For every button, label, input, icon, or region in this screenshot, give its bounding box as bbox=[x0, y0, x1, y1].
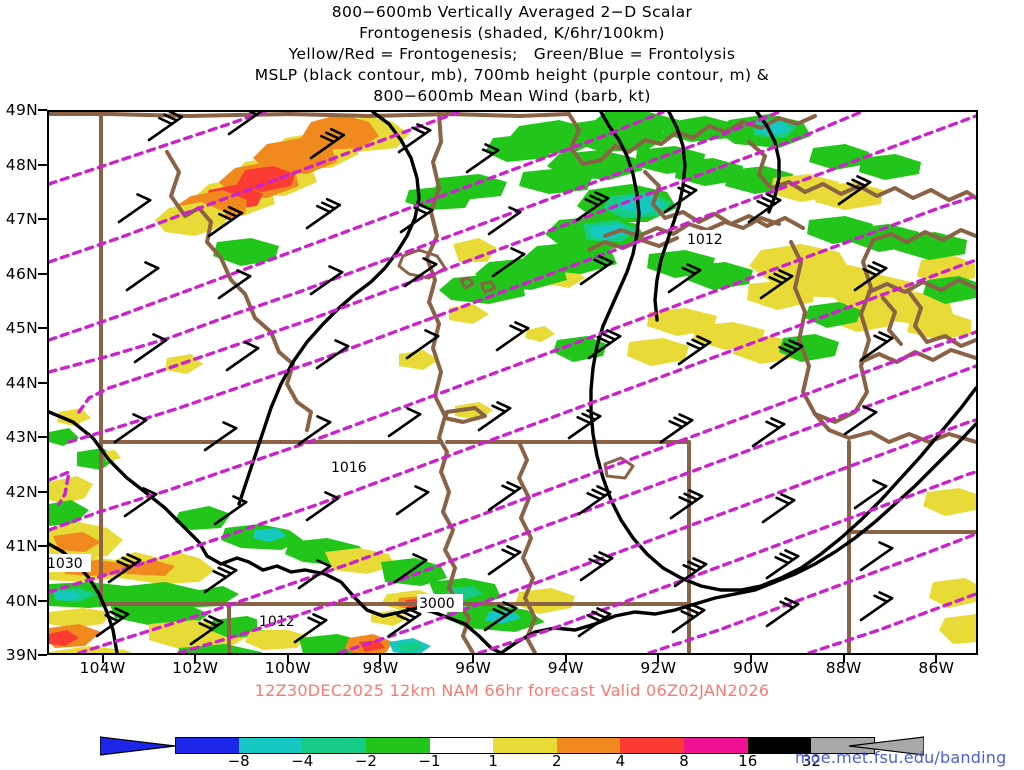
colorbar-segment bbox=[175, 737, 239, 754]
y-axis-label: 41N bbox=[5, 537, 38, 555]
colorbar-segment bbox=[238, 737, 303, 754]
colorbar-tick-label: −4 bbox=[291, 752, 314, 770]
x-axis-tick bbox=[379, 655, 382, 663]
colorbar-tick-label: −2 bbox=[354, 752, 377, 770]
svg-text:1016: 1016 bbox=[331, 460, 367, 476]
y-axis-label: 40N bbox=[5, 591, 38, 610]
colorbar-max-arrow bbox=[848, 736, 924, 756]
y-axis-tick bbox=[38, 654, 47, 656]
y-axis-tick bbox=[38, 272, 47, 275]
colorbar-tick-label: 4 bbox=[615, 752, 626, 770]
height-contour-labels: 3000 bbox=[417, 594, 463, 612]
x-axis-label: 98W bbox=[362, 659, 399, 677]
colorbar-min-arrow bbox=[100, 736, 176, 756]
title-line-5: 800−600mb Mean Wind (barb, kt) bbox=[373, 87, 651, 105]
colorbar-tick-label: 32 bbox=[801, 752, 821, 770]
colorbar-segment bbox=[811, 737, 875, 754]
title-line-2: Frontogenesis (shaded, K/6hr/100km) bbox=[359, 24, 665, 42]
map-plot-area[interactable]: 1030 1016 1012 1012 bbox=[47, 110, 978, 655]
y-axis-tick bbox=[38, 327, 47, 329]
x-axis-tick bbox=[842, 655, 845, 663]
colorbar-arrows bbox=[100, 736, 924, 756]
colorbar-tick-label: −1 bbox=[418, 752, 441, 770]
title-line-1: 800−600mb Vertically Averaged 2−D Scalar bbox=[331, 3, 693, 21]
y-axis-label: 43N bbox=[5, 428, 38, 446]
chart-title: 800−600mb Vertically Averaged 2−D Scalar… bbox=[0, 2, 1024, 107]
x-axis-tick bbox=[286, 655, 289, 663]
colorbar-tick-label: −8 bbox=[227, 752, 250, 770]
y-axis-label: 45N bbox=[5, 319, 38, 337]
x-axis-tick bbox=[194, 655, 197, 663]
svg-text:1030: 1030 bbox=[49, 556, 83, 572]
title-line-3: Yellow/Red = Frontogenesis; Green/Blue =… bbox=[288, 45, 736, 63]
x-axis-label: 88W bbox=[825, 659, 862, 677]
forecast-caption: 12Z30DEC2025 12km NAM 66hr forecast Vali… bbox=[254, 681, 770, 700]
x-axis-label: 102W bbox=[172, 659, 219, 677]
y-axis-label: 47N bbox=[5, 210, 38, 228]
colorbar-tick-label: 2 bbox=[552, 752, 562, 770]
x-axis-label: 92W bbox=[640, 659, 677, 677]
y-axis-tick bbox=[38, 599, 47, 602]
svg-text:1012: 1012 bbox=[687, 232, 723, 248]
map-canvas: 1030 1016 1012 1012 bbox=[49, 112, 976, 653]
colorbar-tick-label: 8 bbox=[679, 752, 689, 770]
y-axis-label: 46N bbox=[5, 264, 38, 283]
x-axis-tick bbox=[564, 655, 567, 663]
colorbar-segment bbox=[493, 737, 557, 754]
y-axis-tick bbox=[38, 545, 47, 547]
y-axis-label: 44N bbox=[5, 373, 38, 392]
svg-text:3000: 3000 bbox=[419, 596, 455, 612]
x-axis-label: 100W bbox=[264, 659, 311, 677]
colorbar-segment bbox=[302, 737, 366, 754]
x-axis-tick bbox=[472, 655, 475, 663]
x-axis-tick bbox=[101, 655, 104, 663]
wind-barbs bbox=[95, 112, 894, 646]
y-axis-label: 39N bbox=[5, 646, 38, 664]
y-axis-label: 42N bbox=[5, 482, 38, 501]
y-axis-tick bbox=[38, 218, 47, 220]
x-axis-label: 86W bbox=[918, 659, 955, 677]
title-line-4: MSLP (black contour, mb), 700mb height (… bbox=[254, 66, 770, 84]
colorbar-segment bbox=[365, 737, 430, 754]
geography-borders bbox=[49, 112, 976, 653]
x-axis-tick bbox=[935, 655, 938, 663]
y-axis-tick bbox=[38, 381, 47, 384]
y-axis-tick bbox=[38, 436, 47, 438]
x-axis-tick bbox=[750, 655, 753, 663]
colorbar-tick-label: 1 bbox=[488, 752, 498, 770]
watermark-link[interactable]: moe.met.fsu.edu/banding bbox=[795, 748, 1007, 767]
colorbar-segment bbox=[684, 737, 748, 754]
x-axis-label: 90W bbox=[733, 659, 770, 677]
y-axis-label: 49N bbox=[5, 101, 38, 119]
x-axis-label: 96W bbox=[455, 659, 492, 677]
colorbar-segment bbox=[620, 737, 685, 754]
x-axis-label: 104W bbox=[79, 659, 126, 677]
x-axis-label: 94W bbox=[547, 659, 584, 677]
height-contours-700mb bbox=[49, 112, 976, 653]
colorbar-tick-label: 16 bbox=[738, 752, 758, 770]
x-axis-tick bbox=[657, 655, 660, 663]
y-axis-tick bbox=[38, 490, 47, 493]
colorbar-segment bbox=[747, 737, 812, 754]
colorbar-segment bbox=[556, 737, 621, 754]
y-axis-tick bbox=[38, 109, 47, 111]
y-axis-label: 48N bbox=[5, 155, 38, 174]
y-axis-tick bbox=[38, 163, 47, 166]
